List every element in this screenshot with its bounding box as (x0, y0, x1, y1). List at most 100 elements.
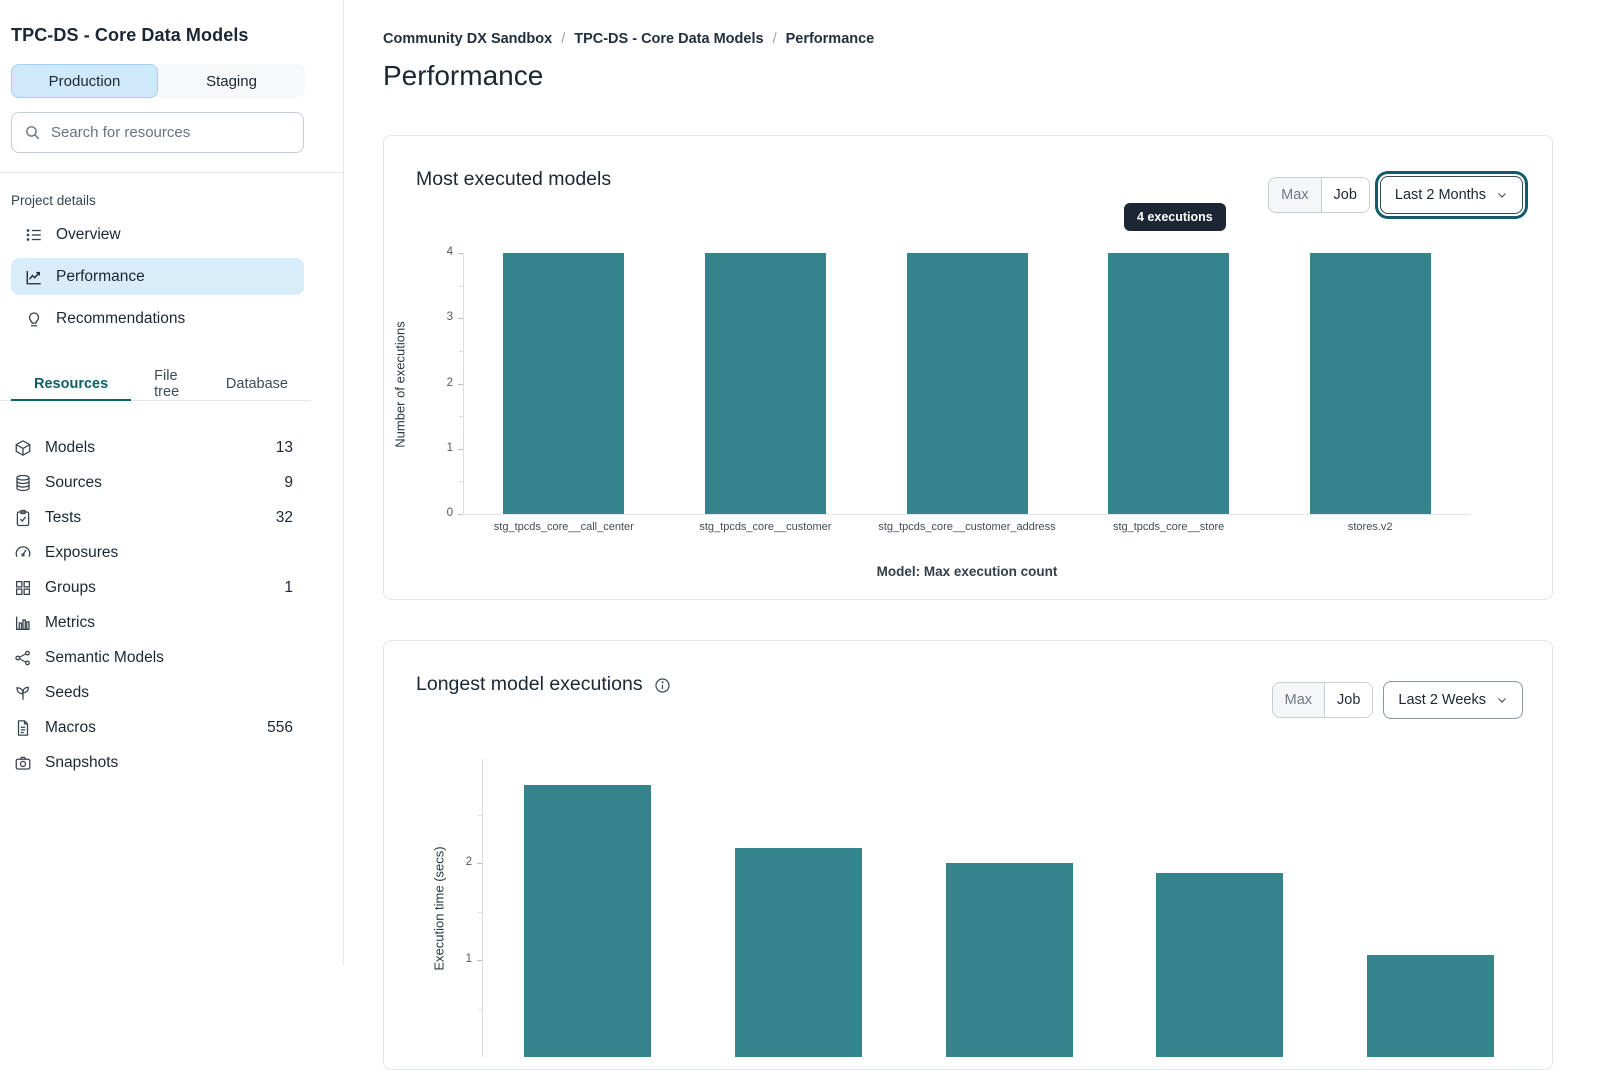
tab-database[interactable]: Database (225, 376, 288, 392)
cube-icon (14, 439, 32, 457)
resource-row-tests[interactable]: Tests 32 (11, 500, 296, 535)
resource-row-seeds[interactable]: Seeds (11, 675, 296, 710)
y-tick (458, 253, 463, 254)
seedling-icon (14, 684, 32, 702)
bar[interactable] (734, 848, 862, 1057)
bar[interactable] (1108, 253, 1230, 514)
search-input[interactable] (51, 124, 291, 141)
sidebar-divider (0, 172, 344, 173)
time-range-dropdown[interactable]: Last 2 Months (1379, 176, 1523, 214)
x-tick-label: stg_tpcds_core__customer_address (878, 521, 1056, 533)
chevron-down-icon (1496, 189, 1508, 201)
search-icon (24, 124, 41, 141)
resource-row-sources[interactable]: Sources 9 (11, 465, 296, 500)
job-toggle-button[interactable]: Job (1325, 683, 1373, 717)
resource-row-exposures[interactable]: Exposures (11, 535, 296, 570)
breadcrumb-item[interactable]: Community DX Sandbox (383, 31, 553, 47)
resource-label: Exposures (45, 543, 119, 561)
resource-tabs: Resources File tree Database (0, 368, 311, 401)
clipboard-check-icon (14, 509, 32, 527)
card-title: Longest model executions (416, 673, 671, 696)
env-tab-production[interactable]: Production (11, 64, 158, 98)
x-tick-label: stores.v2 (1347, 521, 1393, 533)
resource-count: 9 (284, 473, 293, 491)
chevron-down-icon (1496, 694, 1508, 706)
resource-label: Groups (45, 578, 96, 596)
resource-count: 32 (275, 508, 293, 526)
bar[interactable] (503, 253, 625, 514)
sidebar-item-recommendations[interactable]: Recommendations (11, 300, 304, 337)
resource-row-groups[interactable]: Groups 1 (11, 570, 296, 605)
y-minor-tick (459, 350, 463, 352)
bar[interactable] (906, 253, 1028, 514)
resource-row-semantic-models[interactable]: Semantic Models (11, 640, 296, 675)
bar[interactable] (1309, 253, 1431, 514)
tab-resources[interactable]: Resources (11, 368, 132, 401)
y-axis-line (482, 759, 483, 1057)
sidebar-item-label: Recommendations (56, 309, 186, 327)
bar[interactable] (1156, 872, 1284, 1057)
env-tab-staging[interactable]: Staging (206, 72, 257, 90)
project-details-label: Project details (11, 193, 96, 208)
breadcrumb-item: Performance (785, 31, 875, 47)
sidebar-item-overview[interactable]: Overview (11, 216, 304, 253)
x-axis-title: Model: Max execution count (876, 564, 1058, 579)
breadcrumb-item[interactable]: TPC-DS - Core Data Models (574, 31, 764, 47)
bar[interactable] (523, 785, 651, 1057)
bar[interactable] (945, 863, 1073, 1057)
resource-label: Models (45, 438, 95, 456)
y-tick-label: 1 (446, 441, 453, 454)
list-icon (25, 226, 43, 244)
y-axis-title: Number of executions (392, 321, 408, 448)
resource-count: 13 (275, 438, 293, 456)
search-box[interactable] (11, 112, 304, 153)
info-icon[interactable] (654, 677, 671, 694)
grid-icon (14, 579, 32, 597)
sidebar-item-performance[interactable]: Performance (11, 258, 304, 295)
max-toggle-button[interactable]: Max (1272, 683, 1326, 717)
sidebar-item-label: Performance (56, 267, 145, 285)
project-nav: Overview Performance Recommendations (11, 216, 304, 342)
x-tick-label: stg_tpcds_core__call_center (493, 521, 634, 533)
y-tick-label: 1 (465, 953, 472, 965)
bar[interactable] (704, 253, 826, 514)
resource-list: Models 13 Sources 9 Tests 32 Exposures Groups 1 M… (11, 430, 296, 780)
sidebar: TPC-DS - Core Data Models Production Stag… (0, 0, 344, 966)
chart-tooltip: 4 executions (1124, 203, 1226, 231)
x-axis-line (463, 514, 1471, 515)
bar[interactable] (1367, 955, 1495, 1057)
page-title: Performance (383, 60, 544, 91)
y-tick (477, 960, 482, 961)
project-title: TPC-DS - Core Data Models (11, 25, 249, 45)
longest-model-executions-chart: Execution time (secs) 1 2 (384, 641, 1552, 1069)
y-axis-title: Execution time (secs) (431, 846, 447, 971)
gauge-icon (14, 544, 32, 562)
y-tick-label: 2 (446, 376, 453, 389)
resource-row-snapshots[interactable]: Snapshots (11, 745, 296, 780)
y-tick (458, 318, 463, 320)
longest-model-executions-card: Longest model executions Max Job Last 2 … (383, 640, 1553, 1070)
resource-row-macros[interactable]: Macros 556 (11, 710, 296, 745)
y-minor-tick (459, 481, 463, 483)
resource-label: Sources (45, 473, 102, 491)
job-toggle-button[interactable]: Job (1321, 178, 1369, 212)
y-tick (458, 514, 463, 515)
y-tick (477, 863, 482, 864)
time-range-dropdown[interactable]: Last 2 Weeks (1383, 681, 1523, 719)
max-toggle-button[interactable]: Max (1269, 178, 1322, 212)
y-minor-tick (478, 1008, 482, 1010)
resource-label: Semantic Models (45, 648, 164, 666)
resource-label: Snapshots (45, 753, 119, 771)
resource-row-metrics[interactable]: Metrics (11, 605, 296, 640)
environment-tabs: Production Staging (11, 64, 305, 98)
resource-row-models[interactable]: Models 13 (11, 430, 296, 465)
breadcrumb-separator: / (561, 31, 566, 47)
chart-line-icon (25, 268, 43, 286)
y-minor-tick (478, 814, 482, 816)
breadcrumb-separator: / (772, 31, 777, 47)
y-minor-tick (459, 416, 463, 418)
resource-count: 1 (284, 578, 293, 596)
resource-label: Seeds (45, 683, 89, 701)
tab-file-tree[interactable]: File tree (154, 368, 180, 400)
x-tick-label: stg_tpcds_core__store (1112, 521, 1225, 533)
